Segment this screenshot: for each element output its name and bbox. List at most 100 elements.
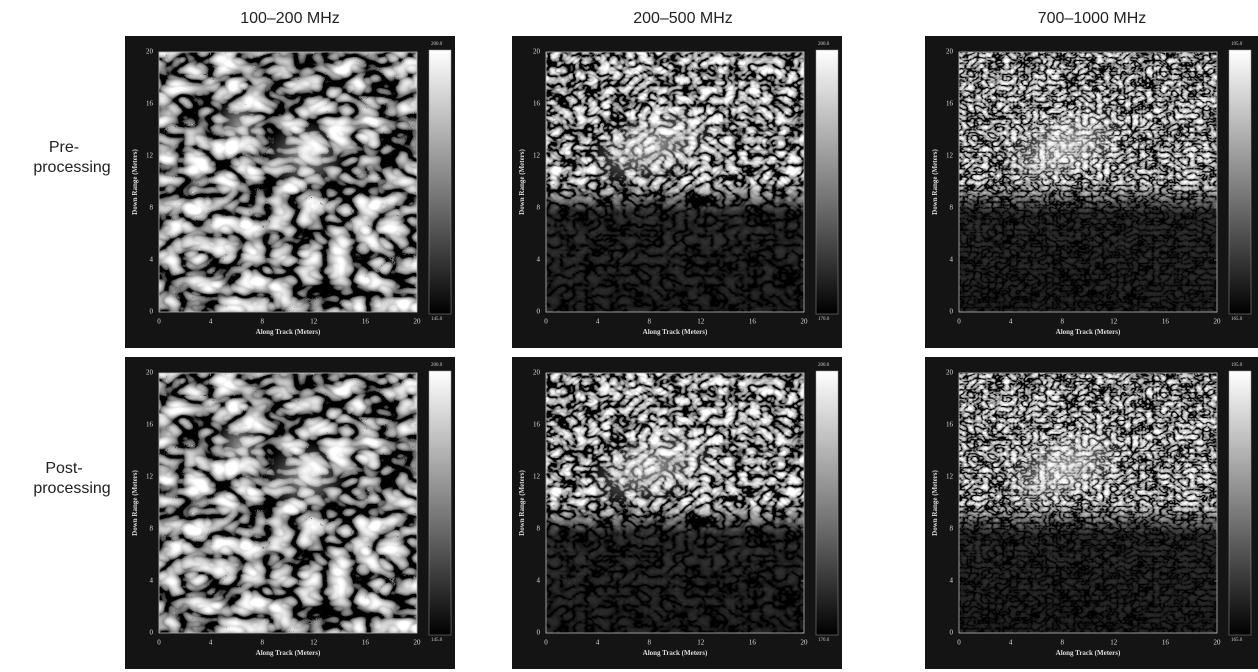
x-tick-label: 4 — [1009, 639, 1013, 647]
column-title: 700–1000 MHz — [1038, 10, 1147, 27]
y-tick-label: 4 — [950, 256, 954, 264]
y-tick-label: 8 — [150, 204, 154, 212]
plot-frame — [958, 51, 1218, 313]
y-tick-label: 8 — [950, 204, 954, 212]
y-tick-label: 8 — [150, 525, 154, 533]
y-axis-label: Down Range (Meters) — [131, 148, 139, 214]
x-tick-label: 4 — [1009, 318, 1013, 326]
colorbar — [815, 49, 839, 315]
colorbar-min: 165.0 — [1231, 317, 1243, 322]
x-axis-label: Along Track (Meters) — [1056, 649, 1121, 657]
bright-region — [265, 442, 345, 512]
y-tick-label: 12 — [146, 473, 154, 481]
x-tick-label: 20 — [414, 639, 422, 647]
colorbar — [428, 49, 452, 315]
dark-region — [959, 52, 1217, 312]
colorbar-min: 165.0 — [1231, 638, 1243, 643]
y-axis-label: Down Range (Meters) — [931, 469, 939, 535]
colorbar — [1228, 49, 1252, 315]
x-axis-label: Along Track (Meters) — [643, 649, 708, 657]
y-tick-label: 12 — [146, 152, 154, 160]
x-tick-label: 4 — [596, 318, 600, 326]
x-tick-label: 20 — [1214, 318, 1222, 326]
x-tick-label: 16 — [362, 639, 370, 647]
radar-panel: 200.0 170.0 00 4 4 8 8 12 12 16 16 20 20 Along Track … — [512, 36, 842, 348]
x-tick-label: 20 — [801, 639, 809, 647]
radar-panel: 200.0 170.0 00 4 4 8 8 12 12 16 16 20 20 Along Track … — [512, 357, 842, 669]
radar-panel: 195.0 165.0 00 4 4 8 8 12 12 16 16 20 20 Along Track … — [925, 36, 1258, 348]
x-tick-label: 8 — [260, 318, 264, 326]
y-tick-label: 0 — [950, 308, 954, 316]
y-tick-label: 16 — [533, 100, 541, 108]
column-title: 200–500 MHz — [633, 10, 733, 27]
colorbar — [815, 370, 839, 636]
column-title: 100–200 MHz — [240, 10, 340, 27]
x-tick-label: 0 — [544, 639, 548, 647]
colorbar — [428, 370, 452, 636]
y-tick-label: 12 — [533, 473, 541, 481]
row-label: Pre- — [49, 139, 79, 156]
x-tick-label: 0 — [957, 318, 961, 326]
y-tick-label: 0 — [537, 308, 541, 316]
x-tick-label: 16 — [1162, 318, 1170, 326]
colorbar-min: 170.0 — [818, 638, 830, 643]
y-tick-label: 4 — [950, 577, 954, 585]
x-tick-label: 16 — [362, 318, 370, 326]
bright-region — [215, 96, 265, 156]
y-tick-label: 20 — [533, 48, 541, 56]
x-tick-label: 8 — [647, 639, 651, 647]
x-tick-label: 8 — [260, 639, 264, 647]
colorbar-max: 200.0 — [431, 42, 443, 47]
y-tick-label: 4 — [537, 577, 541, 585]
y-tick-label: 4 — [537, 256, 541, 264]
y-tick-label: 16 — [146, 100, 154, 108]
dark-region — [546, 373, 804, 633]
x-tick-label: 4 — [209, 639, 213, 647]
y-tick-label: 12 — [946, 152, 954, 160]
y-tick-label: 8 — [537, 204, 541, 212]
y-axis-label: Down Range (Meters) — [931, 148, 939, 214]
colorbar-max: 200.0 — [818, 42, 830, 47]
y-tick-label: 20 — [146, 48, 154, 56]
x-tick-label: 8 — [1060, 639, 1064, 647]
plot-frame — [545, 51, 805, 313]
y-tick-label: 12 — [533, 152, 541, 160]
radar-panel: 200.0 145.0 00 4 4 8 8 12 12 16 16 20 20 Along Track … — [125, 36, 455, 348]
x-axis-label: Along Track (Meters) — [1056, 328, 1121, 336]
y-tick-label: 0 — [150, 629, 154, 637]
plot-frame — [158, 51, 418, 313]
colorbar — [1228, 370, 1252, 636]
y-tick-label: 20 — [533, 369, 541, 377]
y-tick-label: 16 — [146, 421, 154, 429]
y-tick-label: 20 — [946, 48, 954, 56]
x-tick-label: 16 — [1162, 639, 1170, 647]
x-tick-label: 12 — [310, 318, 318, 326]
y-tick-label: 4 — [150, 256, 154, 264]
x-tick-label: 0 — [157, 318, 161, 326]
colorbar-min: 145.0 — [431, 317, 443, 322]
x-tick-label: 4 — [596, 639, 600, 647]
radar-panel: 200.0 145.0 00 4 4 8 8 12 12 16 16 20 20 Along Track … — [125, 357, 455, 669]
x-tick-label: 20 — [414, 318, 422, 326]
y-tick-label: 0 — [150, 308, 154, 316]
colorbar-min: 170.0 — [818, 317, 830, 322]
y-tick-label: 4 — [150, 577, 154, 585]
y-tick-label: 0 — [950, 629, 954, 637]
colorbar-max: 200.0 — [431, 363, 443, 368]
x-tick-label: 12 — [1110, 318, 1118, 326]
x-tick-label: 0 — [544, 318, 548, 326]
colorbar-max: 200.0 — [818, 363, 830, 368]
dark-region — [546, 52, 804, 312]
plot-frame — [958, 372, 1218, 634]
x-axis-label: Along Track (Meters) — [256, 649, 321, 657]
x-tick-label: 16 — [749, 318, 757, 326]
x-tick-label: 12 — [310, 639, 318, 647]
y-tick-label: 20 — [946, 369, 954, 377]
x-axis-label: Along Track (Meters) — [256, 328, 321, 336]
colorbar-max: 195.0 — [1231, 363, 1243, 368]
x-tick-label: 0 — [157, 639, 161, 647]
plot-frame — [545, 372, 805, 634]
bright-region — [265, 121, 345, 191]
x-tick-label: 20 — [1214, 639, 1222, 647]
x-tick-label: 12 — [697, 639, 705, 647]
